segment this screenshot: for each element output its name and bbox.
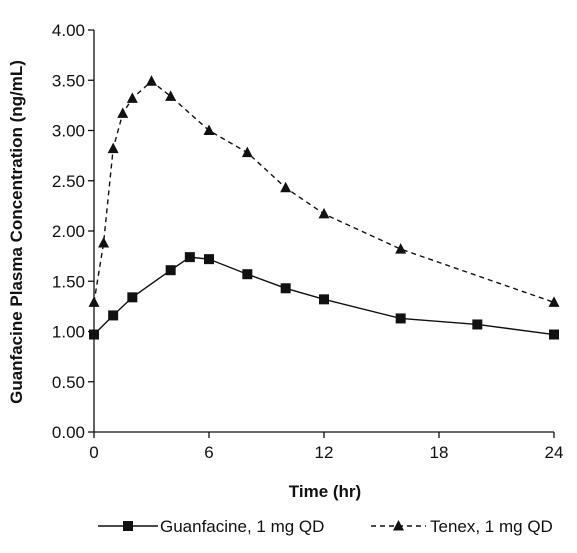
x-tick-label: 18 — [430, 443, 449, 462]
data-point — [146, 75, 157, 86]
y-tick-label: 3.50 — [52, 71, 85, 90]
series-guanfacine — [89, 252, 559, 340]
x-tick-label: 12 — [315, 443, 334, 462]
data-point — [127, 292, 138, 303]
y-tick-label: 2.00 — [52, 222, 85, 241]
axes — [93, 30, 554, 433]
data-point — [203, 124, 215, 135]
data-point — [88, 296, 100, 307]
x-axis-ticks: 0 6 12 18 24 — [89, 432, 563, 462]
data-point — [280, 283, 291, 294]
data-point — [395, 313, 406, 324]
data-point — [549, 329, 559, 340]
data-point — [98, 237, 110, 248]
legend-item: Tenex, 1 mg QD — [371, 517, 553, 536]
data-point — [126, 92, 138, 103]
data-point — [242, 269, 253, 280]
legend-item: Guanfacine, 1 mg QD — [98, 517, 324, 536]
x-tick-label: 6 — [204, 443, 213, 462]
legend-label: Guanfacine, 1 mg QD — [160, 517, 324, 536]
data-point — [165, 265, 176, 276]
data-point — [318, 207, 330, 219]
data-point — [280, 181, 292, 193]
legend-label: Tenex, 1 mg QD — [430, 517, 553, 536]
series-tenex — [88, 75, 560, 307]
data-point — [395, 243, 407, 254]
data-point — [472, 319, 483, 330]
data-point — [165, 90, 177, 101]
data-point — [89, 329, 99, 340]
y-axis-ticks: 0.00 0.50 1.00 1.50 2.00 2.50 3.00 3.50 4.00 — [52, 21, 94, 442]
y-tick-label: 2.50 — [52, 172, 85, 191]
legend-marker — [393, 520, 404, 531]
data-point — [184, 252, 195, 263]
series-layer — [88, 75, 560, 340]
x-axis-title: Time (hr) — [289, 482, 361, 501]
y-tick-label: 1.50 — [52, 272, 85, 291]
legend: Guanfacine, 1 mg QD Tenex, 1 mg QD — [98, 517, 553, 536]
y-tick-label: 0.50 — [52, 373, 85, 392]
y-tick-label: 4.00 — [52, 21, 85, 40]
x-tick-label: 0 — [89, 443, 98, 462]
data-point — [548, 296, 560, 307]
data-point — [241, 146, 253, 158]
y-tick-label: 0.00 — [52, 423, 85, 442]
y-tick-label: 3.00 — [52, 122, 85, 141]
data-point — [107, 142, 119, 154]
data-point — [108, 310, 119, 321]
legend-marker — [123, 521, 133, 531]
y-tick-label: 1.00 — [52, 323, 85, 342]
y-axis-title: Guanfacine Plasma Concentration (ng/mL) — [7, 60, 26, 404]
series-line — [93, 80, 555, 304]
data-point — [204, 254, 214, 265]
data-point — [319, 294, 329, 305]
data-point — [117, 107, 129, 118]
x-tick-label: 24 — [545, 443, 564, 462]
